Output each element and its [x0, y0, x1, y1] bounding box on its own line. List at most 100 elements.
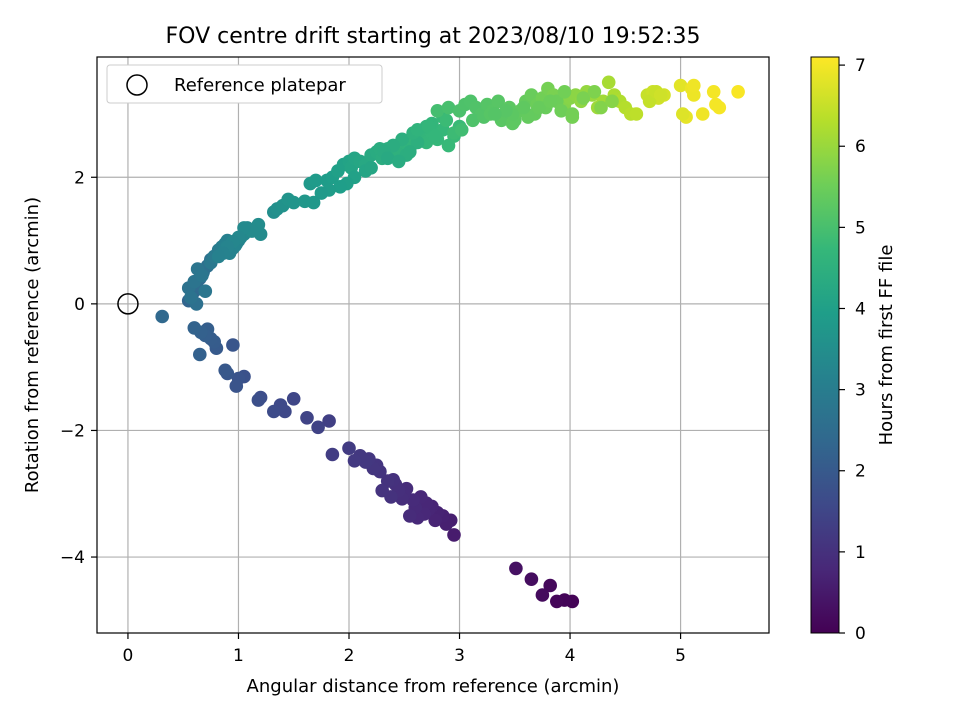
data-point [267, 404, 281, 419]
data-point [673, 78, 688, 93]
data-point [706, 85, 721, 99]
x-tick-label: 4 [565, 646, 576, 666]
colorbar-tick-label: 3 [855, 381, 866, 401]
data-point [550, 594, 564, 609]
data-point [441, 100, 456, 115]
data-point [601, 75, 616, 90]
y-tick-label: −4 [60, 548, 85, 568]
data-point [410, 123, 425, 137]
data-point [543, 578, 557, 593]
data-points [155, 75, 745, 609]
colorbar-tick-label: 2 [855, 462, 866, 482]
colorbar-tick-label: 1 [855, 543, 866, 563]
data-point [516, 100, 531, 115]
x-tick-label: 5 [675, 646, 686, 666]
data-point [428, 513, 443, 528]
reference-platepar-marker [117, 293, 139, 315]
data-point [687, 78, 701, 93]
data-point [309, 173, 323, 188]
data-point [629, 107, 644, 121]
colorbar-tick-label: 7 [855, 56, 866, 76]
data-point [421, 119, 436, 134]
data-point [229, 379, 244, 393]
x-tick-label: 1 [233, 646, 244, 666]
data-point [403, 509, 417, 523]
legend-label: Reference platepar [174, 75, 346, 96]
plot-border [96, 56, 770, 634]
data-point [454, 123, 469, 137]
y-tick-label: 0 [74, 295, 85, 315]
data-point [403, 145, 417, 159]
colorbar [810, 56, 840, 634]
data-point [347, 454, 362, 468]
data-point [576, 91, 591, 105]
data-point [505, 116, 520, 131]
data-point [695, 107, 710, 121]
data-point [325, 447, 340, 462]
data-point [211, 249, 226, 264]
data-point [333, 180, 348, 194]
data-point [499, 104, 513, 118]
data-point [491, 94, 506, 109]
data-point [532, 100, 546, 115]
data-point [676, 107, 690, 121]
y-tick-label: 2 [74, 168, 85, 188]
data-point [226, 338, 240, 352]
data-point [543, 94, 557, 109]
data-point [488, 107, 502, 121]
colorbar-tick-label: 4 [855, 299, 866, 319]
data-point [565, 107, 580, 121]
data-point [587, 85, 602, 99]
chart-title: FOV centre drift starting at 2023/08/10 … [166, 24, 701, 49]
x-tick-label: 3 [454, 646, 465, 666]
data-point [557, 85, 572, 99]
data-point [642, 94, 657, 109]
data-point [218, 363, 232, 378]
data-point [594, 100, 608, 115]
data-point [380, 151, 395, 166]
y-axis-label: Rotation from reference (arcmin) [22, 197, 43, 493]
data-point [447, 528, 461, 542]
data-point [509, 561, 523, 576]
data-point [535, 588, 550, 602]
data-point [375, 483, 390, 498]
colorbar-tick-label: 0 [855, 624, 866, 644]
data-point [554, 104, 568, 118]
data-point [193, 347, 207, 362]
data-point [306, 195, 321, 210]
data-point [251, 393, 266, 407]
data-point [300, 411, 314, 425]
y-axis-ticks: −4 −2 0 2 [60, 168, 97, 568]
colorbar-label: Hours from first FF file [876, 245, 897, 446]
data-point [342, 441, 356, 456]
reference-marker-group [117, 293, 139, 315]
data-point [430, 104, 445, 118]
data-point [391, 154, 406, 169]
data-point [195, 268, 209, 283]
data-point [184, 290, 198, 305]
data-point [524, 572, 539, 586]
legend-marker [126, 74, 148, 96]
data-point [314, 186, 329, 200]
data-point [439, 113, 454, 128]
colorbar-tick-label: 6 [855, 137, 866, 157]
data-point [466, 113, 480, 128]
colorbar-ticks: 0 1 2 3 4 5 6 7 [839, 56, 866, 644]
data-point [286, 195, 301, 210]
x-axis-label: Angular distance from reference (arcmin) [247, 676, 620, 697]
data-point [653, 88, 668, 102]
data-point [605, 94, 619, 109]
data-point [731, 85, 745, 99]
y-tick-label: −2 [60, 421, 85, 441]
data-point [286, 392, 301, 406]
colorbar-tick-label: 5 [855, 218, 866, 238]
data-point [428, 129, 443, 143]
data-point [155, 309, 169, 324]
legend: Reference platepar [106, 64, 383, 104]
data-point [322, 414, 336, 428]
legend-box [106, 64, 383, 104]
x-tick-label: 0 [123, 646, 134, 666]
x-axis-ticks: 0 1 2 3 4 5 [123, 633, 686, 666]
data-point [364, 161, 378, 175]
